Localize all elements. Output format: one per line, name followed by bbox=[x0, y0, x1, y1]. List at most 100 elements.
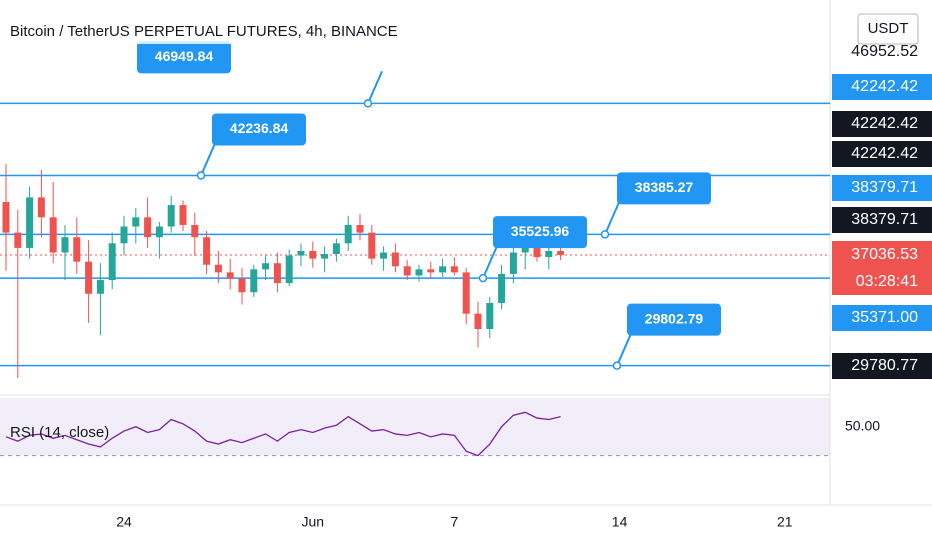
candle-body bbox=[380, 252, 388, 259]
title-bg bbox=[4, 20, 420, 44]
candle-body bbox=[521, 247, 529, 253]
price-label: 42242.42 bbox=[851, 78, 918, 95]
candle-body bbox=[545, 250, 553, 258]
callout-label: 46949.84 bbox=[155, 48, 214, 64]
callout-box bbox=[137, 41, 231, 74]
x-tick-label: Jun bbox=[302, 514, 325, 530]
candle-body bbox=[273, 263, 281, 284]
candle-body bbox=[344, 224, 352, 244]
callout-box bbox=[627, 303, 721, 336]
x-tick-label: 7 bbox=[451, 514, 459, 530]
candle-body bbox=[356, 224, 364, 233]
price-label-box bbox=[832, 353, 932, 379]
callout-anchor bbox=[196, 171, 206, 180]
callout-anchor bbox=[478, 273, 488, 283]
candle-body bbox=[37, 197, 45, 218]
price-label-box bbox=[832, 141, 932, 167]
x-tick-label: 24 bbox=[116, 514, 132, 530]
last-price-box bbox=[832, 241, 932, 296]
candle-body bbox=[509, 252, 517, 274]
candle-body bbox=[415, 269, 423, 276]
price-label: 42242.42 bbox=[851, 115, 918, 132]
callout-box bbox=[493, 216, 587, 249]
rsi-tick-label: 50.00 bbox=[845, 417, 880, 433]
x-tick-label: 21 bbox=[777, 514, 793, 530]
candle-body bbox=[108, 243, 116, 281]
last-price-label: 37036.53 bbox=[851, 246, 918, 263]
candle-body bbox=[226, 272, 234, 279]
callout-anchor bbox=[612, 361, 622, 370]
candle-body bbox=[332, 243, 340, 255]
callout-box bbox=[617, 172, 711, 205]
candle-body bbox=[486, 302, 494, 329]
rsi-title: RSI (14, close) bbox=[10, 424, 109, 441]
candle-body bbox=[238, 278, 246, 293]
callout-box bbox=[212, 113, 306, 146]
candle-body bbox=[262, 263, 270, 270]
candle-body bbox=[498, 273, 506, 303]
candle-body bbox=[403, 266, 411, 276]
x-tick-label: 14 bbox=[612, 514, 628, 530]
candle-body bbox=[214, 264, 222, 273]
price-label-box bbox=[832, 305, 932, 331]
candle-body bbox=[368, 232, 376, 259]
price-label: 42242.42 bbox=[851, 145, 918, 162]
candle-body bbox=[14, 232, 22, 248]
callout-pointer bbox=[482, 245, 498, 279]
candle-body bbox=[179, 205, 187, 225]
countdown-label: 03:28:41 bbox=[856, 273, 918, 290]
candle-body bbox=[61, 237, 69, 253]
price-label: 35371.00 bbox=[851, 309, 918, 326]
candle-body bbox=[73, 237, 81, 262]
candle-body bbox=[427, 269, 435, 273]
candle-body bbox=[297, 250, 305, 256]
candle-body bbox=[26, 197, 34, 248]
candle-body bbox=[96, 280, 104, 294]
candle-body bbox=[462, 272, 470, 314]
currency-box[interactable] bbox=[857, 13, 919, 45]
price-label-box bbox=[832, 175, 932, 201]
price-label-box bbox=[832, 111, 932, 137]
candle-body bbox=[250, 269, 258, 293]
callout-pointer bbox=[616, 333, 632, 367]
chart-title: Bitcoin / TetherUS PERPETUAL FUTURES, 4h… bbox=[10, 23, 398, 40]
price-label: 38379.71 bbox=[851, 211, 918, 228]
candle-body bbox=[321, 254, 329, 259]
currency-label: USDT bbox=[868, 20, 909, 37]
candle-body bbox=[557, 250, 565, 256]
rsi-line bbox=[5, 411, 561, 457]
callout-label: 42236.84 bbox=[230, 120, 289, 136]
candle-body bbox=[167, 205, 175, 227]
candle-body bbox=[391, 252, 399, 267]
candle-body bbox=[203, 237, 211, 265]
candle-body bbox=[285, 255, 293, 284]
candle-body bbox=[2, 202, 10, 233]
candle-body bbox=[132, 217, 140, 227]
callout-label: 38385.27 bbox=[635, 179, 694, 195]
candle-body bbox=[533, 247, 541, 258]
callout-pointer bbox=[367, 70, 383, 104]
candle-body bbox=[120, 226, 128, 244]
price-label: 46952.52 bbox=[851, 43, 918, 60]
callout-label: 29802.79 bbox=[645, 310, 704, 326]
candle-body bbox=[450, 266, 458, 273]
candle-body bbox=[191, 224, 199, 238]
rsi-band bbox=[0, 397, 830, 456]
candle-body bbox=[85, 261, 93, 294]
callout-pointer bbox=[200, 143, 216, 176]
candle-body bbox=[474, 313, 482, 329]
candle-body bbox=[144, 217, 152, 238]
callout-label: 35525.96 bbox=[511, 223, 570, 239]
candle-body bbox=[309, 250, 317, 259]
callout-anchor bbox=[600, 230, 610, 239]
callout-anchor bbox=[363, 99, 373, 108]
price-label: 38379.71 bbox=[851, 179, 918, 196]
price-label: 29780.77 bbox=[851, 357, 918, 374]
candle-body bbox=[155, 226, 163, 238]
candle-body bbox=[439, 266, 447, 273]
price-label-box bbox=[832, 74, 932, 100]
callout-pointer bbox=[604, 201, 620, 235]
candle-body bbox=[49, 217, 57, 253]
price-label-box bbox=[832, 207, 932, 233]
